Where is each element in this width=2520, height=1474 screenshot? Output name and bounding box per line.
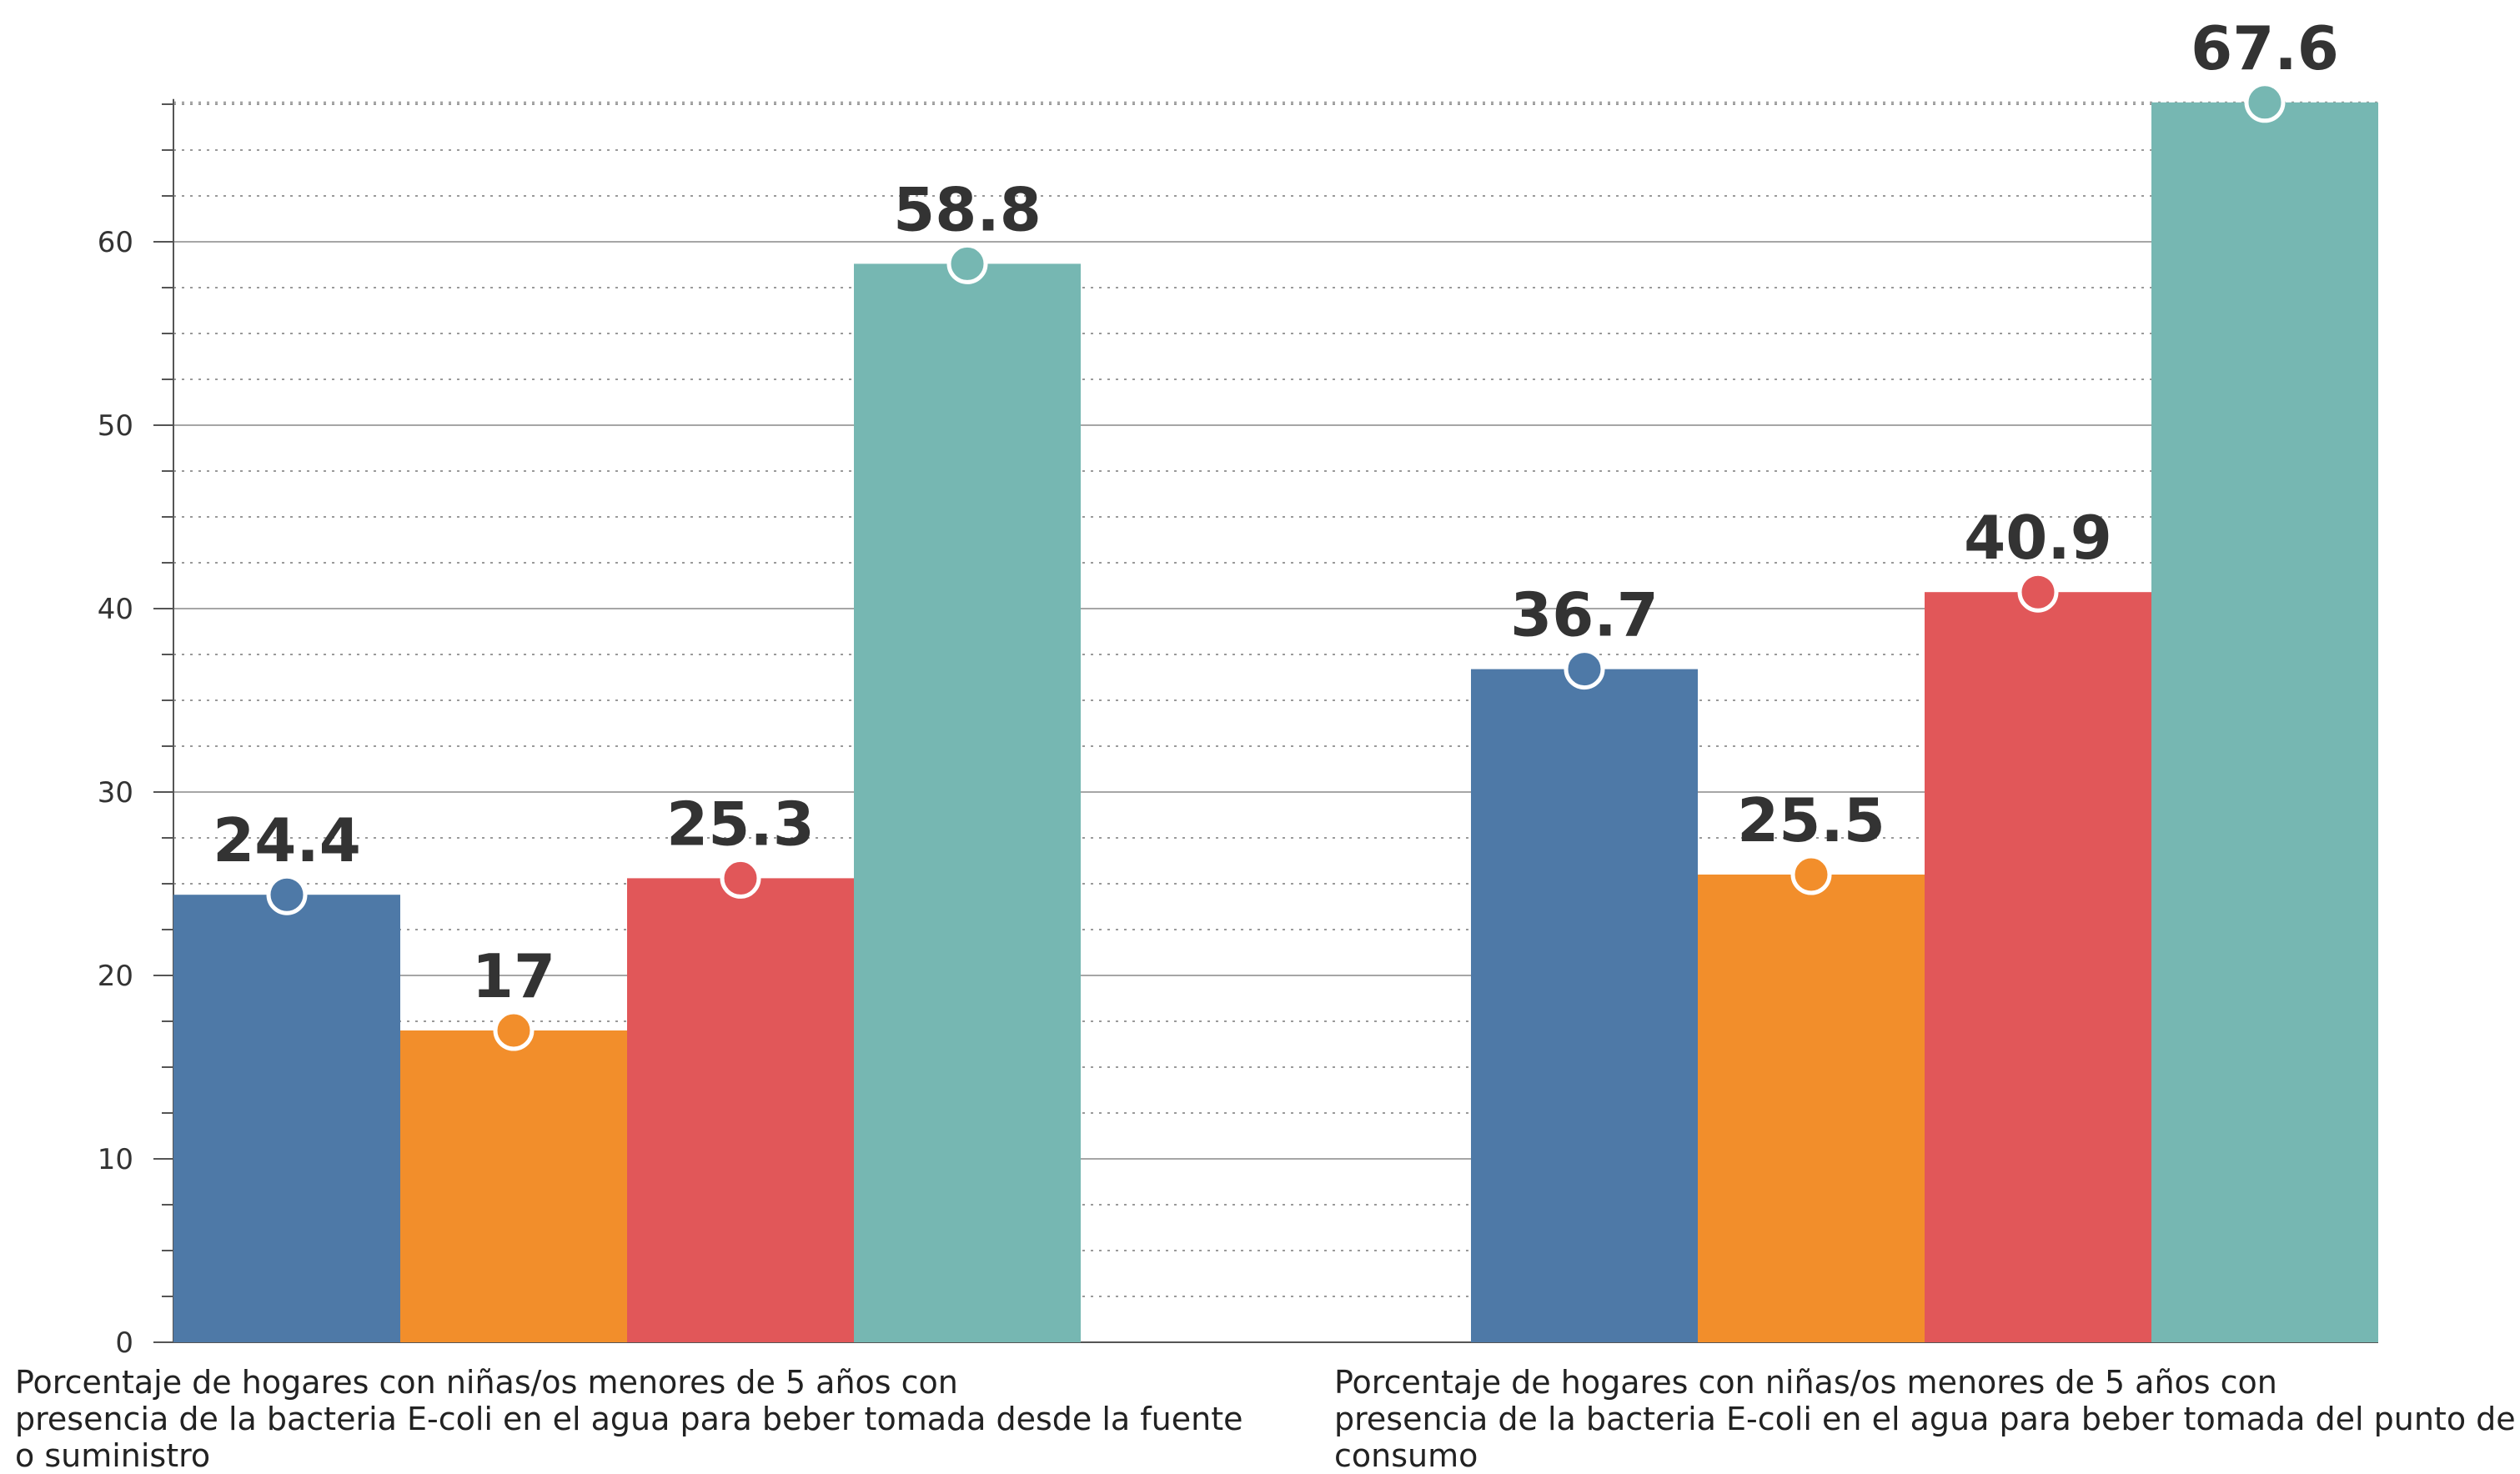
data-label: 25.3 <box>666 789 815 859</box>
data-label: 24.4 <box>213 805 361 875</box>
data-label: 36.7 <box>1510 580 1659 650</box>
data-label: 25.5 <box>1737 785 1885 855</box>
bar <box>400 1030 627 1342</box>
bar <box>627 878 854 1342</box>
y-tick-label: 0 <box>115 1326 133 1360</box>
bar <box>173 895 400 1342</box>
value-marker <box>1564 649 1605 690</box>
y-tick-label: 60 <box>98 226 133 259</box>
data-label: 17 <box>472 941 555 1011</box>
data-labels: 24.4 36.7 17 25.5 25.3 40.9 58.8 67.6 <box>213 13 2339 1011</box>
data-label: 67.6 <box>2191 13 2339 83</box>
category-label-consumption: Porcentaje de hogares con niñas/os menor… <box>1334 1364 2516 1474</box>
y-tick-label: 50 <box>98 409 133 443</box>
y-tick-label: 30 <box>98 776 133 810</box>
value-marker <box>1790 854 1832 895</box>
data-label: 58.8 <box>893 174 1042 244</box>
y-tick-label: 10 <box>98 1143 133 1176</box>
value-marker <box>2017 571 2059 613</box>
value-marker <box>493 1010 535 1051</box>
data-label: 40.9 <box>1964 503 2112 573</box>
bar <box>1925 592 2151 1342</box>
value-marker <box>720 857 761 899</box>
bars <box>173 102 2378 1342</box>
bar <box>854 263 1081 1342</box>
grid <box>173 101 2378 1297</box>
value-marker <box>2244 82 2286 123</box>
y-tick-label: 40 <box>98 593 133 626</box>
value-markers <box>266 82 2286 1051</box>
value-marker <box>266 874 308 915</box>
bar <box>1698 875 1925 1342</box>
bar <box>2151 102 2378 1342</box>
value-marker <box>946 243 988 284</box>
category-label-source: Porcentaje de hogares con niñas/os menor… <box>15 1364 1243 1474</box>
bar <box>1471 669 1698 1342</box>
y-tick-label: 20 <box>98 960 133 993</box>
